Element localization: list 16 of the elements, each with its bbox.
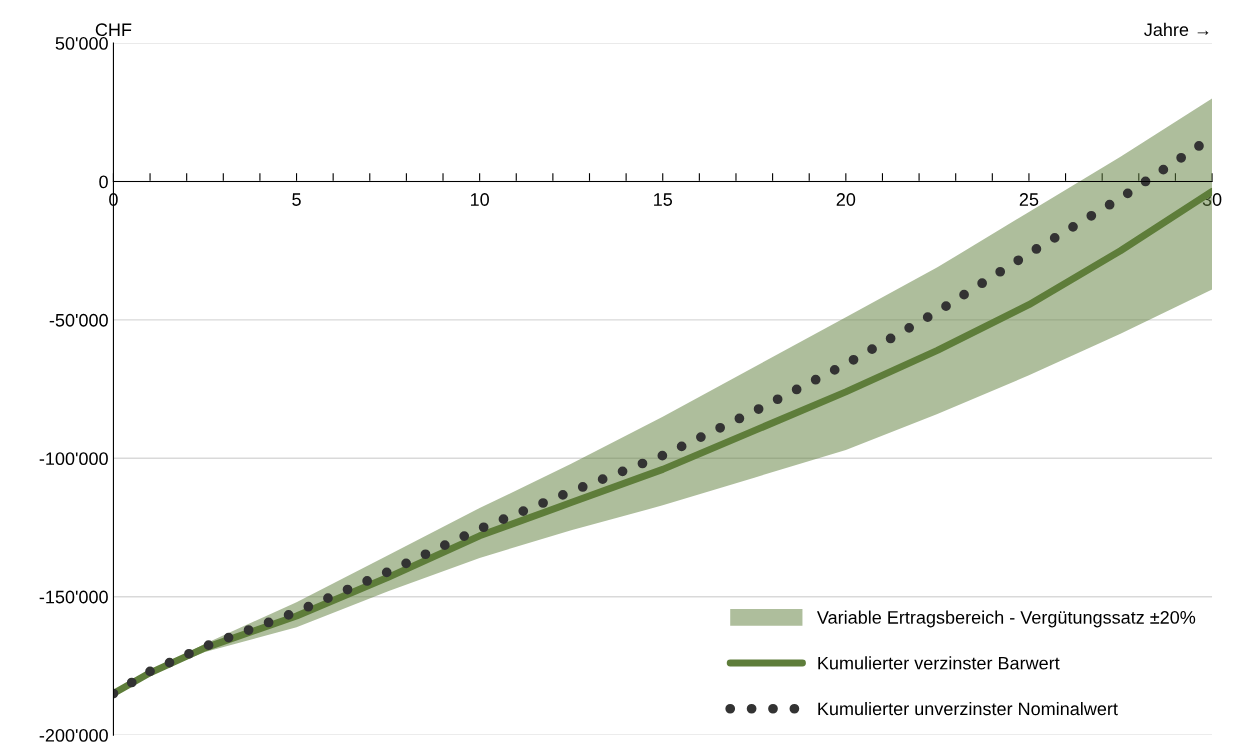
x-tick-label: 10 <box>470 193 489 206</box>
annotation: Variable Ertragsbereich - Vergütungssatz ±20% <box>816 610 1196 628</box>
y-tick-label: -50'000 <box>49 313 108 327</box>
y-tick-label: -150'000 <box>39 590 108 604</box>
x-tick-label: 25 <box>1019 193 1039 206</box>
x-axis-title: Jahre → <box>1144 22 1209 37</box>
x-tick-label: 15 <box>654 193 673 206</box>
legend-label: Kumulierter verzinster Barwert <box>818 656 1060 670</box>
y-axis-title: CHF <box>95 23 132 37</box>
y-tick-label: -200'000 <box>39 729 108 742</box>
legend-label: Kumulierter unverzinster Nominalwert <box>818 701 1118 716</box>
x-tick-label: 20 <box>836 193 856 206</box>
y-tick-label: 50'000 <box>55 37 108 50</box>
y-tick-label: 0 <box>99 175 108 189</box>
y-tick-label: -100'000 <box>39 452 108 466</box>
x-tick-label: 5 <box>292 193 301 206</box>
